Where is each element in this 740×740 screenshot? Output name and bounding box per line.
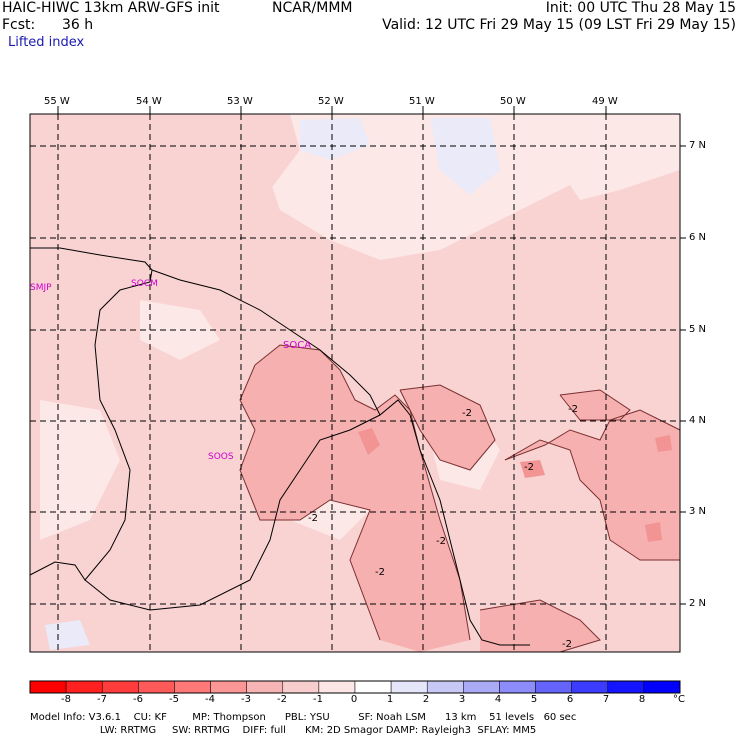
colorbar-cell — [535, 680, 572, 694]
colorbar-cell — [246, 680, 284, 694]
colorbar-label: 6 — [566, 694, 574, 705]
colorbar-label: 1 — [386, 694, 394, 705]
colorbar-label: -4 — [205, 694, 215, 705]
colorbar-cell — [643, 680, 681, 694]
model-info-line1: Model Info: V3.6.1 CU: KF MP: Thompson P… — [30, 712, 577, 723]
colorbar-unit: °C — [673, 694, 685, 705]
lat-label: 4 N — [689, 415, 707, 426]
lon-label: 54 W — [136, 96, 162, 107]
lat-label: 3 N — [689, 506, 707, 517]
station-label: SOCA — [283, 340, 312, 351]
colorbar-label: -1 — [313, 694, 323, 705]
model-info-line2: LW: RRTMG SW: RRTMG DIFF: full KM: 2D Sm… — [30, 725, 537, 736]
lon-label: 49 W — [592, 96, 618, 107]
colorbar — [29, 680, 681, 694]
lon-label: 51 W — [409, 96, 435, 107]
model-title: HAIC-HIWC 13km ARW-GFS init — [2, 0, 220, 16]
colorbar-label: -8 — [61, 694, 71, 705]
lon-label: 50 W — [500, 96, 526, 107]
colorbar-cell — [607, 680, 645, 694]
lat-label: 7 N — [689, 140, 707, 151]
contour-label: -2 — [375, 567, 385, 578]
colorbar-cell — [282, 680, 320, 694]
colorbar-cell — [29, 680, 67, 694]
colorbar-cell — [390, 680, 428, 694]
colorbar-cell — [65, 680, 103, 694]
colorbar-label: 7 — [602, 694, 610, 705]
init-time: Init: 00 UTC Thu 28 May 15 — [545, 0, 736, 16]
contour-label: -2 — [462, 408, 472, 419]
lon-label: 52 W — [318, 96, 344, 107]
colorbar-label: -2 — [277, 694, 287, 705]
station-label: SOCM — [131, 279, 158, 289]
contour-label: -2 — [308, 513, 318, 524]
colorbar-label: 4 — [494, 694, 502, 705]
colorbar-cell — [210, 680, 247, 694]
lat-label: 5 N — [689, 324, 707, 335]
colorbar-cell — [571, 680, 609, 694]
field-name: Lifted index — [8, 35, 85, 50]
colorbar-cell — [138, 680, 175, 694]
colorbar-label: -5 — [169, 694, 179, 705]
colorbar-label: 5 — [530, 694, 538, 705]
colorbar-cell — [354, 680, 392, 694]
contour-label: -2 — [568, 404, 578, 415]
station-label: SMJP — [30, 283, 52, 293]
colorbar-label: -6 — [133, 694, 143, 705]
colorbar-label: 0 — [350, 694, 358, 705]
lon-label: 55 W — [44, 96, 70, 107]
colorbar-cell — [426, 680, 464, 694]
colorbar-cell — [101, 680, 139, 694]
colorbar-label: -7 — [97, 694, 107, 705]
contour-label: -2 — [436, 536, 446, 547]
colorbar-label: 2 — [422, 694, 430, 705]
valid-time: Valid: 12 UTC Fri 29 May 15 (09 LST Fri … — [382, 17, 736, 33]
colorbar-cell — [174, 680, 211, 694]
colorbar-cell — [318, 680, 356, 694]
map-panel — [29, 106, 686, 653]
lon-label: 53 W — [227, 96, 253, 107]
colorbar-label: 8 — [638, 694, 646, 705]
colorbar-label: 3 — [458, 694, 466, 705]
colorbar-cell — [499, 680, 536, 694]
forecast-hour: 36 h — [62, 17, 94, 33]
contour-label: -2 — [562, 639, 572, 650]
contour-label: -2 — [524, 462, 534, 473]
station-label: SOOS — [208, 452, 234, 462]
lat-label: 2 N — [689, 598, 707, 609]
lat-label: 6 N — [689, 232, 707, 243]
colorbar-label: -3 — [241, 694, 251, 705]
forecast-label: Fcst: — [2, 17, 36, 33]
colorbar-cell — [463, 680, 500, 694]
org-label: NCAR/MMM — [272, 0, 353, 16]
